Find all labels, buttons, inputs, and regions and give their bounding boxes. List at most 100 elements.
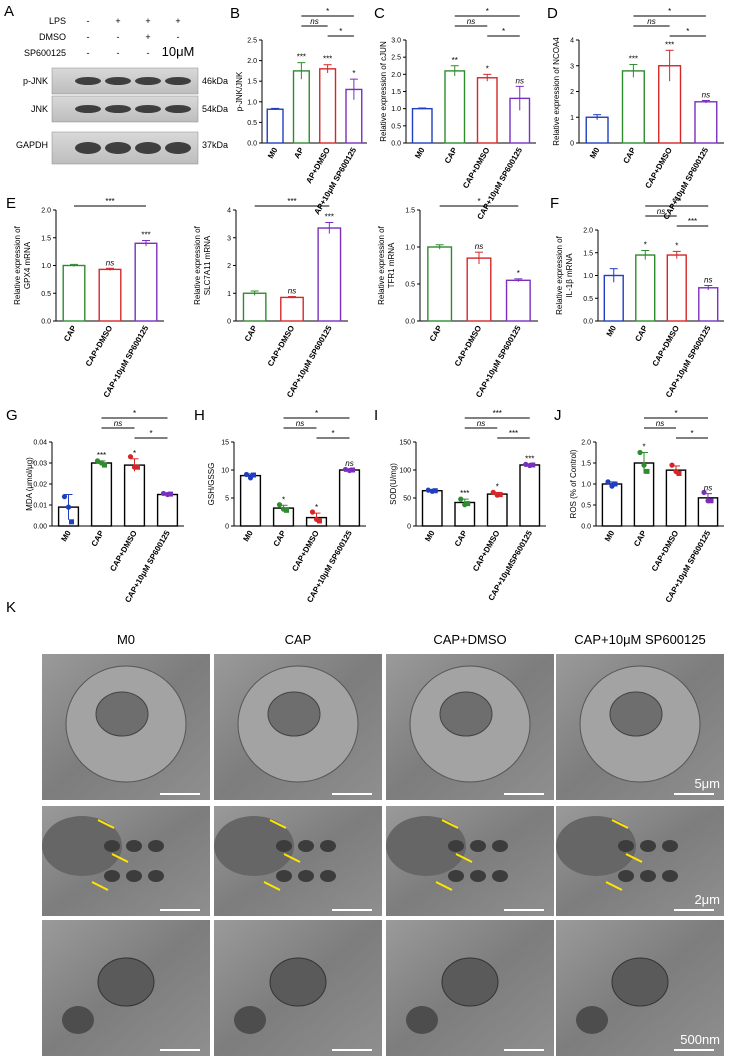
- bar: [338, 469, 361, 527]
- x-tick-label: CAP: [62, 323, 79, 343]
- x-tick-label: AP+DMSO: [304, 146, 332, 185]
- data-point: [432, 488, 438, 494]
- comparison-label: ***: [287, 197, 296, 206]
- band-size: 54kDa: [202, 104, 228, 114]
- y-tick-label: 2: [570, 89, 574, 96]
- bar: [476, 77, 498, 144]
- condition-mark: -: [87, 16, 90, 26]
- y-tick-label: 1.5: [581, 461, 591, 468]
- bar: [242, 292, 267, 322]
- data-point: [276, 502, 283, 508]
- y-tick-label: 2.5: [391, 55, 401, 62]
- y-tick-label: 100: [399, 468, 411, 475]
- comparison-label: ***: [509, 429, 518, 438]
- x-tick-label: CAP+DMSO: [651, 324, 682, 368]
- bar: [698, 287, 719, 322]
- mitochondrion: [320, 840, 336, 852]
- blot-band: [105, 142, 131, 154]
- y-tick-label: 0.0: [583, 319, 593, 326]
- arrow: [263, 881, 281, 891]
- panel-letter: C: [374, 5, 385, 22]
- condition-mark: -: [147, 48, 150, 58]
- y-tick-label: 1.0: [583, 273, 593, 280]
- y-tick-label: 1: [227, 291, 231, 298]
- y-axis-label: TFR1 mRNA: [387, 242, 396, 288]
- blot-band: [165, 105, 191, 113]
- mitochondrion: [640, 870, 656, 882]
- significance: *: [282, 495, 285, 504]
- y-tick-label: 0.0: [391, 141, 401, 148]
- condition-mark: -: [87, 32, 90, 42]
- data-point: [317, 518, 322, 524]
- y-axis-label: IL-1β mRNA: [565, 253, 574, 298]
- bar: [292, 70, 310, 144]
- bar: [90, 462, 113, 527]
- y-tick-label: 3.0: [391, 38, 401, 45]
- x-tick-label: CAP: [453, 528, 470, 548]
- x-tick-label: M0: [423, 529, 437, 544]
- y-tick-label: 0.5: [583, 296, 593, 303]
- comparison-label: *: [331, 429, 334, 438]
- y-tick-label: 1: [570, 115, 574, 122]
- data-point: [251, 472, 256, 478]
- comparison-label: *: [668, 7, 671, 16]
- x-tick-label: CAP: [428, 323, 445, 343]
- comparison-label: *: [690, 429, 693, 438]
- comparison-label: *: [502, 27, 505, 36]
- arrow: [91, 881, 109, 891]
- comparison-label: *: [339, 27, 342, 36]
- y-tick-label: 0.0: [41, 319, 51, 326]
- significance: *: [675, 241, 678, 250]
- data-point: [465, 501, 471, 507]
- significance: ns: [704, 484, 712, 493]
- significance: ***: [323, 55, 332, 64]
- arrow: [455, 853, 473, 863]
- y-tick-label: 2.0: [41, 208, 51, 215]
- y-tick-label: 0.5: [405, 282, 415, 289]
- y-tick-label: 0.5: [581, 503, 591, 510]
- blot-band: [105, 105, 131, 113]
- comparison-label: ns: [647, 17, 655, 26]
- mitochondrion: [97, 957, 155, 1007]
- significance: *: [496, 482, 499, 491]
- y-axis-label: p-JNK/JNK: [235, 71, 244, 111]
- significance: ns: [516, 76, 524, 85]
- comparison-label: ns: [656, 419, 664, 428]
- bar: [266, 108, 284, 144]
- data-point: [65, 504, 72, 510]
- data-point: [160, 490, 167, 497]
- blot-band: [135, 105, 161, 113]
- y-tick-label: 2.0: [581, 440, 591, 447]
- x-tick-label: CAP+DMSO: [266, 324, 297, 368]
- y-axis-label: Relative expression of: [193, 225, 202, 304]
- blot-band: [165, 142, 191, 154]
- data-point: [135, 464, 140, 470]
- y-tick-label: 0.03: [33, 461, 47, 468]
- data-point: [497, 492, 503, 498]
- column-header: CAP+DMSO: [433, 632, 506, 647]
- mitochondrion: [618, 870, 634, 882]
- band-name: JNK: [31, 104, 48, 114]
- x-tick-label: M0: [241, 529, 255, 544]
- mitochondrion: [448, 870, 464, 882]
- data-point: [523, 461, 529, 467]
- comparison-label: *: [477, 197, 480, 206]
- y-axis-label: Relative expression of cJUN: [379, 41, 388, 142]
- comparison-label: ns: [467, 17, 475, 26]
- scale-bar-label: 5μm: [694, 776, 720, 791]
- y-axis-label: Relative expression of: [13, 225, 22, 304]
- y-tick-label: 0.00: [33, 524, 47, 531]
- data-point: [69, 519, 74, 525]
- data-point: [612, 481, 618, 487]
- significance: ***: [525, 454, 534, 463]
- y-tick-label: 0: [225, 524, 229, 531]
- y-tick-label: 2.0: [247, 58, 257, 65]
- y-tick-label: 0: [407, 524, 411, 531]
- y-tick-label: 3: [570, 63, 574, 70]
- mitochondrion: [470, 840, 486, 852]
- y-tick-label: 10: [221, 468, 229, 475]
- y-tick-label: 1.0: [41, 263, 51, 270]
- arrow: [97, 819, 115, 829]
- data-point: [243, 471, 250, 478]
- y-tick-label: 2.0: [391, 72, 401, 79]
